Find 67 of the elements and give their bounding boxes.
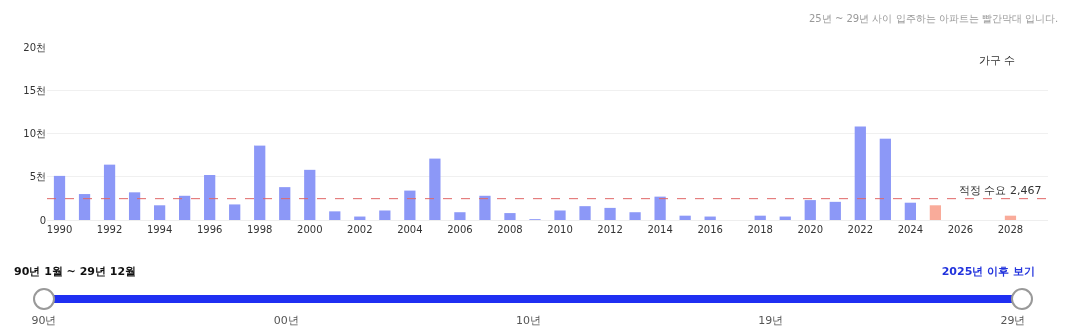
bar xyxy=(854,126,866,220)
x-tick-label: 1994 xyxy=(146,224,173,235)
text: 29년 xyxy=(1000,313,1026,328)
chart-subtitle: 25년 ~ 29년 사이 입주하는 아파트는 빨간막대 입니다. xyxy=(809,13,1059,24)
text: 90년 1월 ~ 29년 12월 xyxy=(14,264,137,279)
bar xyxy=(128,192,141,220)
text: 10년 xyxy=(516,313,541,328)
y-tick-label: 0 xyxy=(39,214,46,226)
bar xyxy=(279,187,291,220)
x-tick-label: 1990 xyxy=(46,224,73,235)
text: 00년 xyxy=(273,313,299,328)
bar xyxy=(78,194,91,220)
bar xyxy=(304,169,316,220)
bar xyxy=(754,215,766,220)
x-tick-label: 2024 xyxy=(897,224,924,235)
bar xyxy=(454,212,466,220)
x-tick-label: 2000 xyxy=(297,224,323,235)
x-tick-label: 2010 xyxy=(547,224,573,235)
x-tick-label: 2006 xyxy=(447,224,473,235)
bar xyxy=(579,206,591,220)
x-tick-label: 2002 xyxy=(347,224,373,235)
bar xyxy=(153,205,166,220)
bar xyxy=(804,200,816,220)
x-tick-label: 2004 xyxy=(397,224,423,235)
text: 19년 xyxy=(758,313,784,328)
bar xyxy=(479,195,491,220)
text: 90년 xyxy=(31,313,57,328)
bar xyxy=(404,190,416,220)
x-tick-label: 2020 xyxy=(797,224,823,235)
x-tick-label: 2016 xyxy=(697,224,723,235)
bar xyxy=(379,210,391,220)
bar xyxy=(879,138,891,220)
x-tick-label: 2008 xyxy=(497,224,523,235)
x-tick-label: 2022 xyxy=(847,224,874,235)
y-axis-title: 가구 수 xyxy=(979,54,1016,67)
x-tick-label: 1998 xyxy=(246,224,273,235)
x-tick-label: 2026 xyxy=(947,224,974,235)
bar xyxy=(929,205,942,220)
bar xyxy=(604,207,616,220)
text: 2025년 이후 보기 xyxy=(941,264,1035,279)
bar xyxy=(654,196,666,220)
bar xyxy=(254,145,266,220)
bar xyxy=(429,158,441,220)
x-tick-label: 1992 xyxy=(96,224,123,235)
bar xyxy=(103,164,116,220)
bar xyxy=(53,175,66,220)
bar xyxy=(179,195,191,220)
bar xyxy=(554,210,566,220)
bar xyxy=(829,201,841,220)
x-tick-label: 2014 xyxy=(647,224,673,235)
bar xyxy=(904,202,916,220)
y-tick-label: 15천 xyxy=(23,84,46,96)
x-tick-label: 2028 xyxy=(997,224,1024,235)
y-tick-label: 10천 xyxy=(23,128,46,139)
y-tick-label: 20천 xyxy=(23,41,46,53)
bar xyxy=(1004,215,1017,220)
ref-line-label: 적정 수요 2,467 xyxy=(959,184,1042,197)
bar xyxy=(504,213,516,220)
bar xyxy=(329,211,341,220)
bar xyxy=(679,215,691,220)
x-tick-label: 2018 xyxy=(747,224,773,235)
bar xyxy=(229,204,241,220)
bar xyxy=(629,212,641,220)
x-tick-label: 2012 xyxy=(597,224,623,235)
y-tick-label: 5천 xyxy=(29,171,46,183)
bar xyxy=(204,175,216,220)
x-tick-label: 1996 xyxy=(196,224,223,235)
